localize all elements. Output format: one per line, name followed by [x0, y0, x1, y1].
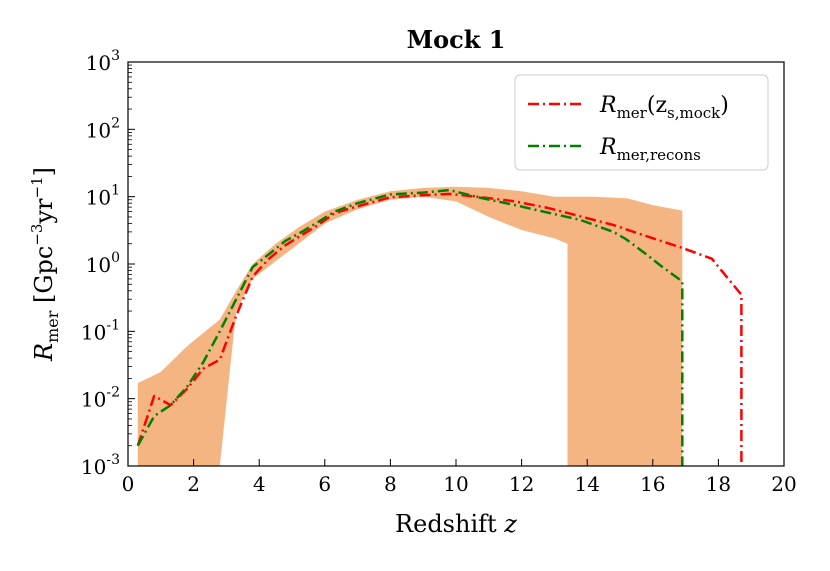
x-tick-label: 12	[509, 472, 534, 496]
x-tick-label: 2	[187, 472, 200, 496]
x-tick-label: 0	[122, 472, 135, 496]
y-tick-label: 10-2	[81, 385, 120, 412]
y-tick-label: 103	[86, 48, 120, 75]
x-tick-label: 6	[318, 472, 331, 496]
y-tick-label: 100	[86, 250, 120, 277]
x-tick-label: 14	[574, 472, 599, 496]
y-tick-label: 102	[86, 115, 120, 142]
x-axis-label: Redshift z	[395, 510, 517, 538]
legend: Rmer(zs,mock) Rmer,recons	[514, 74, 769, 171]
x-tick-label: 8	[384, 472, 397, 496]
y-tick-label: 101	[86, 183, 120, 210]
legend-label-rmer-mock: Rmer(zs,mock)	[599, 93, 729, 122]
chart-title: Mock 1	[407, 25, 506, 54]
uncertainty-band-0	[137, 186, 568, 466]
y-tick-label: 10-3	[81, 452, 120, 479]
legend-label-rmer-recons: Rmer,recons	[599, 135, 701, 164]
y-axis-label: Rmer [Gpc−3yr−1]	[28, 167, 62, 362]
series-line-rmer-recons	[136, 188, 684, 466]
x-tick-label: 18	[706, 472, 731, 496]
y-tick-label: 10-1	[81, 317, 120, 344]
x-tick-label: 16	[640, 472, 665, 496]
x-tick-label: 4	[253, 472, 266, 496]
series-line-rmer-mock	[136, 192, 743, 466]
x-tick-label: 10	[443, 472, 468, 496]
uncertainty-band-1	[567, 196, 683, 466]
x-tick-label: 20	[771, 472, 796, 496]
